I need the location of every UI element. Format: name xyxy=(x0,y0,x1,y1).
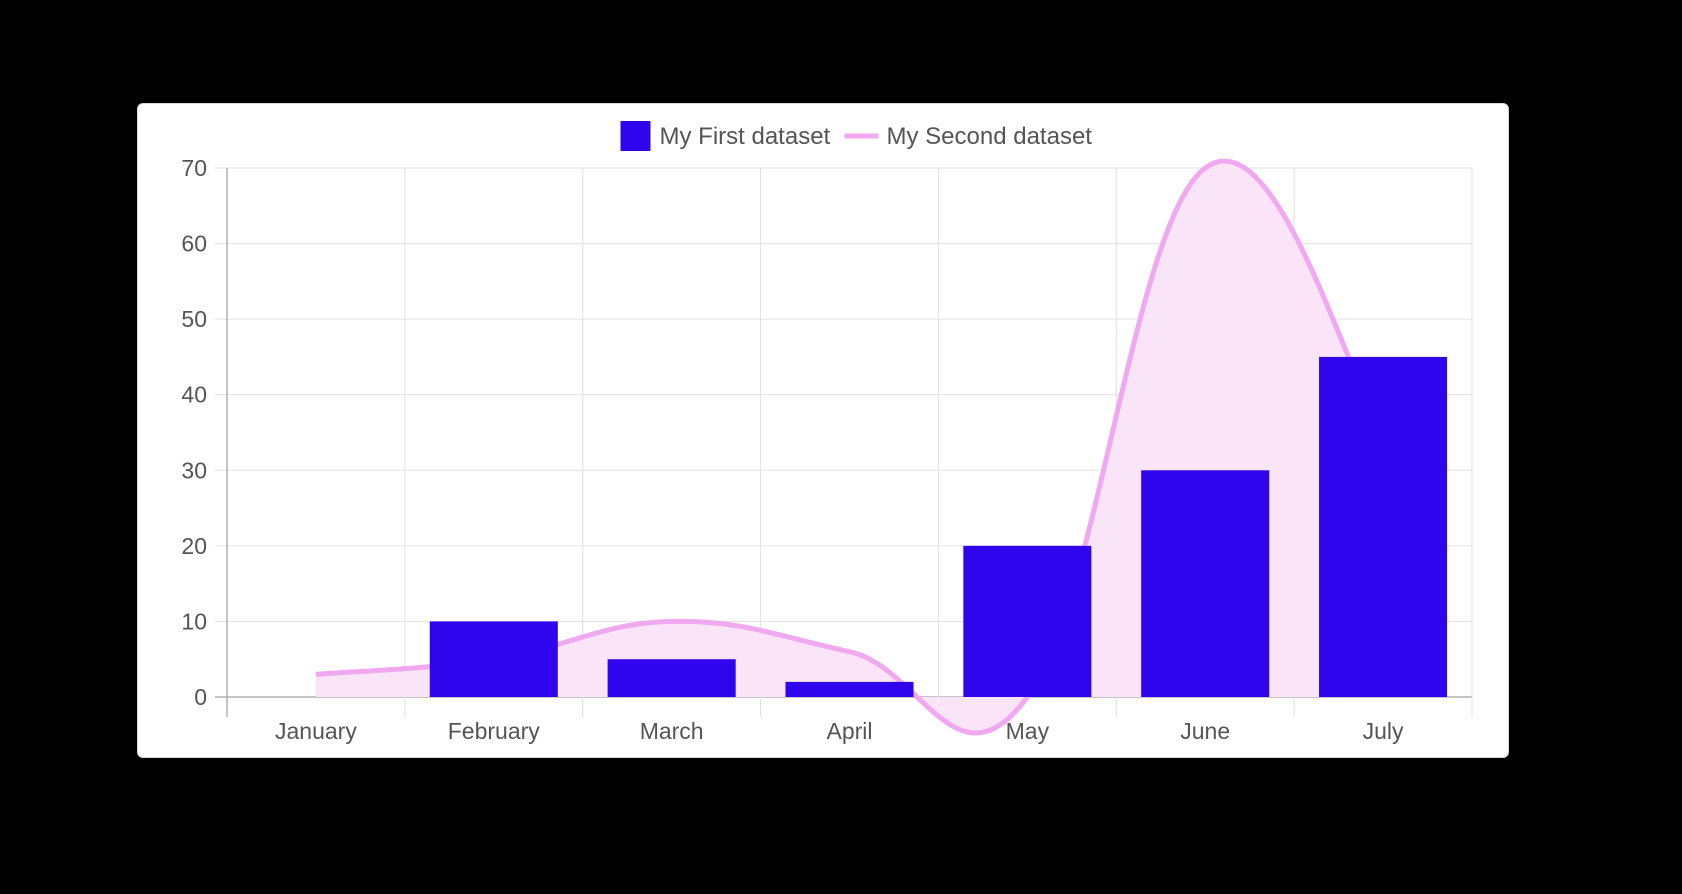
x-tick-label: March xyxy=(640,718,704,744)
y-tick-label: 10 xyxy=(181,608,207,634)
x-tick-label: May xyxy=(1006,718,1050,744)
x-tick-label: January xyxy=(275,718,357,744)
bar-first-dataset xyxy=(607,659,736,697)
bar-first-dataset xyxy=(429,621,558,697)
bar-first-dataset xyxy=(1141,470,1270,697)
area-fill-second-dataset xyxy=(315,161,1384,734)
x-tick-label: February xyxy=(448,718,541,744)
y-tick-label: 30 xyxy=(181,457,207,483)
bar-first-dataset xyxy=(785,681,914,697)
y-tick-label: 60 xyxy=(181,231,207,257)
y-tick-label: 70 xyxy=(181,155,207,181)
legend: My First dataset My Second dataset xyxy=(620,121,1093,151)
x-tick-label: June xyxy=(1180,718,1230,744)
y-tick-label: 0 xyxy=(194,684,207,710)
legend-swatch-first-dataset xyxy=(620,121,651,151)
bar-first-dataset xyxy=(1319,356,1448,697)
x-tick-label: April xyxy=(826,718,872,744)
bar-first-dataset xyxy=(963,545,1092,697)
y-tick-label: 40 xyxy=(181,382,207,408)
legend-label-first-dataset: My First dataset xyxy=(660,123,831,150)
y-tick-label: 20 xyxy=(181,533,207,559)
y-tick-label: 50 xyxy=(181,306,207,332)
x-tick-label: July xyxy=(1363,718,1404,744)
legend-label-second-dataset: My Second dataset xyxy=(887,123,1093,150)
